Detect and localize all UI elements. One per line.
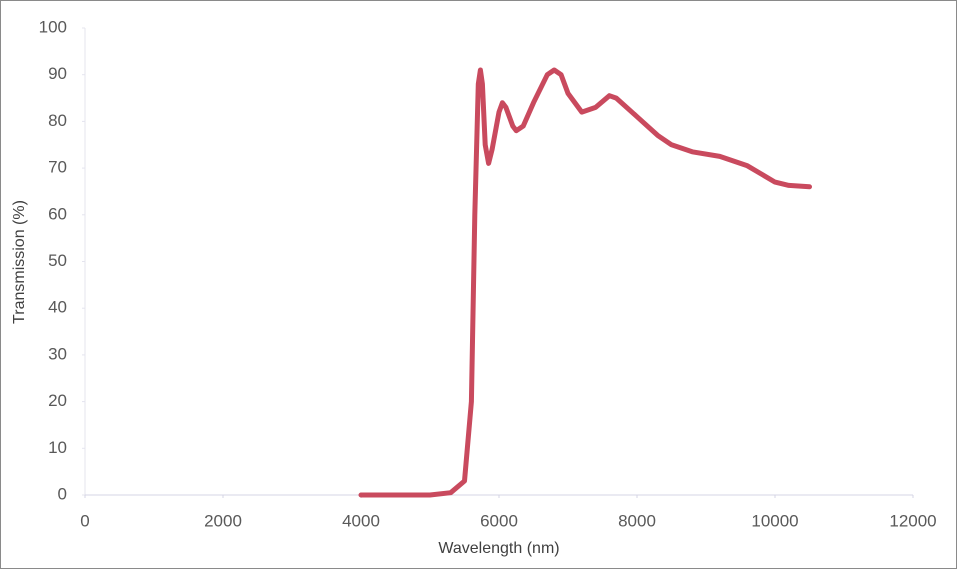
y-tick-label: 0 [58, 484, 67, 503]
y-tick-label: 70 [48, 158, 67, 177]
y-tick-label: 10 [48, 438, 67, 457]
x-tick-label: 0 [80, 511, 89, 530]
y-tick-label: 60 [48, 204, 67, 223]
y-axis-title: Transmission (%) [11, 200, 28, 324]
x-axis-title: Wavelength (nm) [438, 540, 559, 557]
y-tick-label: 40 [48, 298, 67, 317]
y-tick-label: 80 [48, 111, 67, 130]
y-tick-label: 30 [48, 344, 67, 363]
x-tick-label: 10000 [751, 511, 798, 530]
x-tick-label: 6000 [480, 511, 518, 530]
y-tick-label: 90 [48, 64, 67, 83]
y-tick-label: 20 [48, 391, 67, 410]
x-tick-label: 8000 [618, 511, 656, 530]
data-line [358, 67, 812, 498]
y-tick-label: 100 [39, 17, 67, 36]
x-tick-label: 4000 [342, 511, 380, 530]
x-tick-label: 12000 [889, 511, 936, 530]
x-tick-label: 2000 [204, 511, 242, 530]
y-tick-label: 50 [48, 251, 67, 270]
